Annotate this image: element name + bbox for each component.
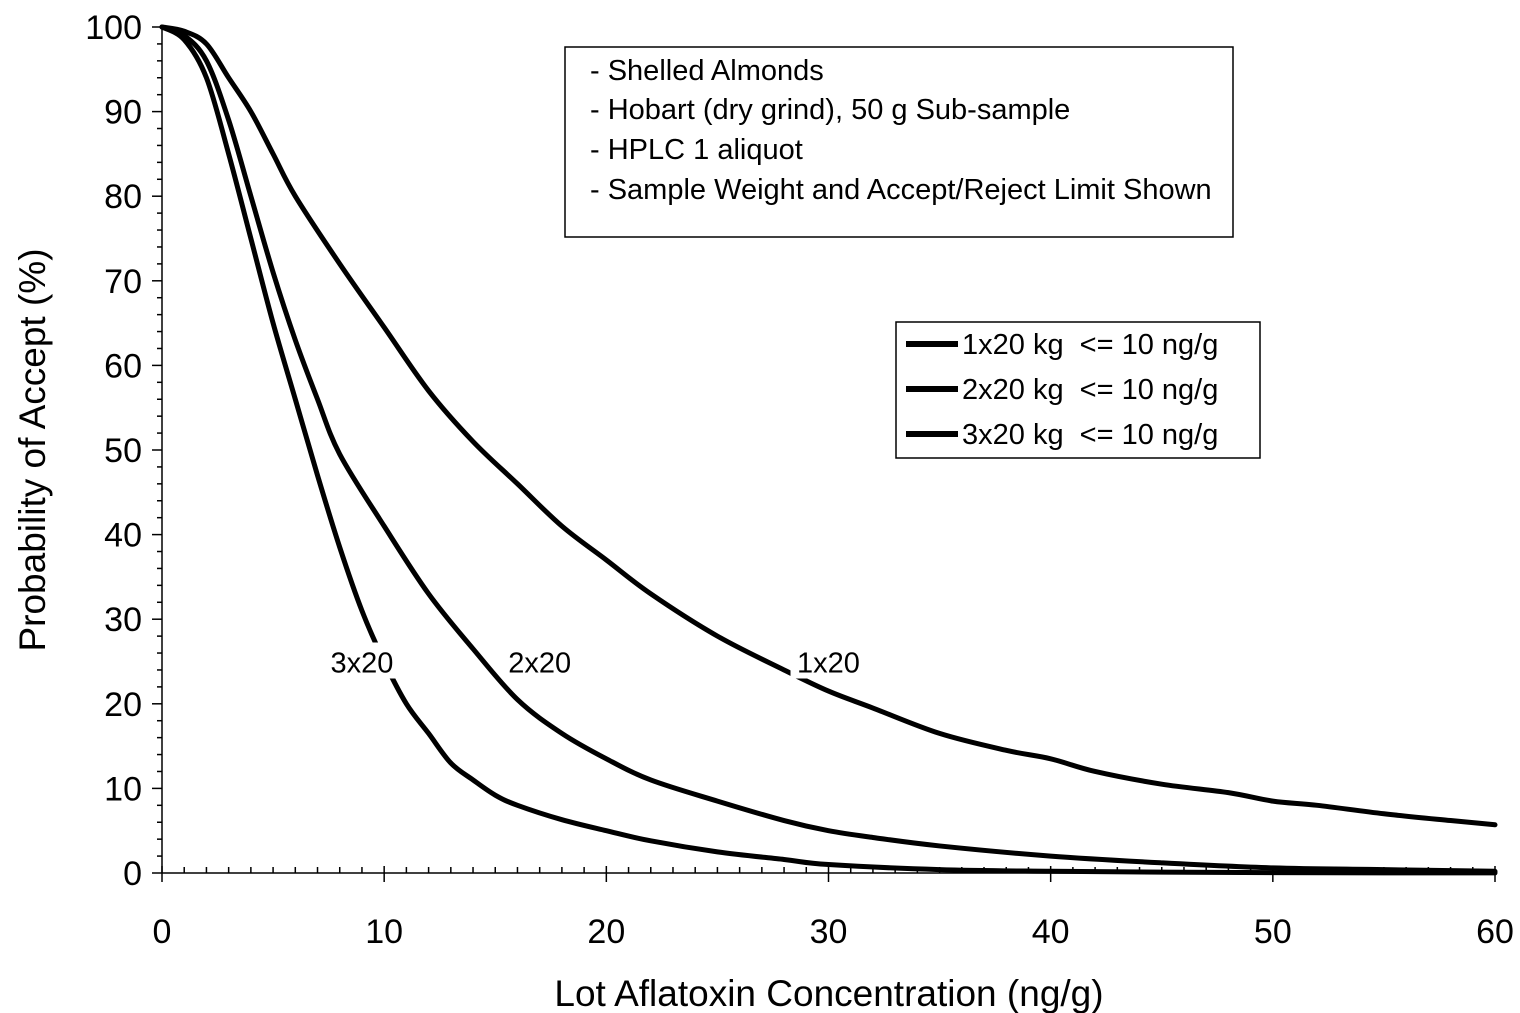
curve-label-1: 1x20 — [797, 648, 860, 680]
y-tick-label: 40 — [104, 517, 142, 555]
x-tick-label: 0 — [153, 913, 172, 951]
y-axis-title: Probability of Accept (%) — [12, 248, 53, 651]
annotation-line: - HPLC 1 aliquot — [590, 134, 803, 166]
series-line-2 — [159, 24, 1498, 874]
annotation-box: - Shelled Almonds - Hobart (dry grind), … — [564, 46, 1234, 238]
legend: 1x20 kg <= 10 ng/g 2x20 kg <= 10 ng/g 3x… — [895, 321, 1261, 459]
curve-labels: 1x20 2x20 3x20 — [323, 642, 867, 680]
annotation-line: - Hobart (dry grind), 50 g Sub-sample — [590, 94, 1070, 126]
series-line-1 — [159, 24, 1498, 828]
annotation-box-frame — [564, 46, 1234, 238]
x-tick-label: 50 — [1254, 913, 1292, 951]
y-tick-label: 60 — [104, 347, 142, 385]
curve-label-2: 2x20 — [508, 648, 571, 680]
y-tick-label: 0 — [123, 855, 142, 893]
legend-entry: 3x20 kg <= 10 ng/g — [962, 419, 1218, 451]
legend-entry: 1x20 kg <= 10 ng/g — [962, 329, 1218, 361]
x-tick-label: 40 — [1032, 913, 1070, 951]
curve-label-background — [501, 642, 578, 679]
curve-label-3: 3x20 — [331, 648, 394, 680]
y-tick-label: 30 — [104, 601, 142, 639]
y-tick-label: 80 — [104, 178, 142, 216]
y-tick-label: 20 — [104, 686, 142, 724]
curve-label-background — [790, 642, 867, 679]
y-tick-label: 90 — [104, 94, 142, 132]
y-tick-label: 50 — [104, 432, 142, 470]
annotation-line: - Shelled Almonds — [590, 55, 824, 87]
x-axis-title: Lot Aflatoxin Concentration (ng/g) — [554, 973, 1103, 1013]
x-tick-label: 10 — [365, 913, 403, 951]
y-tick-label: 10 — [104, 770, 142, 808]
x-tick-label: 60 — [1476, 913, 1514, 951]
annotation-line: - Sample Weight and Accept/Reject Limit … — [590, 174, 1212, 206]
legend-entry: 2x20 kg <= 10 ng/g — [962, 374, 1218, 406]
y-tick-label: 70 — [104, 263, 142, 301]
x-tick-label: 20 — [587, 913, 625, 951]
axes: 0 10 20 30 40 50 60 70 80 90 100 0 10 20 30 40 50 60 — [85, 9, 1514, 951]
y-tick-label: 100 — [85, 9, 142, 47]
curve-label-background — [323, 642, 400, 679]
x-tick-label: 30 — [810, 913, 848, 951]
